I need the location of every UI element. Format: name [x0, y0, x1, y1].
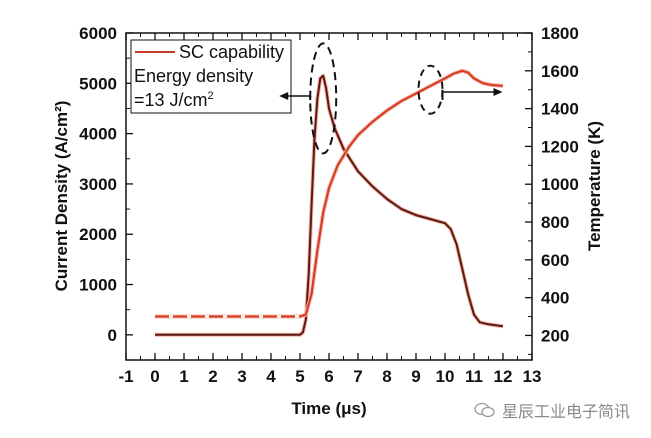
x-tick-label: -1 — [118, 367, 133, 386]
y2-tick-label: 400 — [541, 289, 569, 308]
x-tick-label: 0 — [150, 367, 159, 386]
x-axis-title: Time (μs) — [291, 399, 366, 418]
y-tick-label: 6000 — [79, 24, 117, 43]
x-tick-label: 1 — [179, 367, 188, 386]
watermark-text: 星辰工业电子简讯 — [502, 402, 631, 421]
y2-tick-label: 600 — [541, 251, 569, 270]
y-axis-right: 200 400 600 800 1000 1200 1400 1600 1800 — [525, 24, 579, 355]
y-tick-label: 0 — [108, 326, 117, 345]
y-tick-label: 4000 — [79, 125, 117, 144]
annotations — [279, 42, 503, 155]
y2-tick-label: 1800 — [541, 24, 579, 43]
legend-label: SC capability — [179, 42, 284, 62]
series-glow — [155, 73, 504, 337]
x-tick-label: 3 — [237, 367, 246, 386]
x-tick-label: 9 — [411, 367, 420, 386]
y-tick-label: 1000 — [79, 276, 117, 295]
y-axis-right-title: Temperature (K) — [585, 121, 604, 251]
x-tick-label: 7 — [353, 367, 362, 386]
y2-tick-label: 1600 — [541, 62, 579, 81]
y2-tick-label: 800 — [541, 213, 569, 232]
x-tick-label: 4 — [266, 367, 276, 386]
x-tick-label: 10 — [436, 367, 455, 386]
y2-tick-label: 200 — [541, 326, 569, 345]
x-tick-label: 6 — [324, 367, 333, 386]
x-tick-label: 2 — [208, 367, 217, 386]
legend: SC capability Energy density =13 J/cm2 — [130, 39, 292, 114]
y2-tick-label: 1400 — [541, 100, 579, 119]
peak-ellipse — [309, 42, 338, 155]
legend-annotation-line1: Energy density — [134, 66, 253, 86]
x-tick-label: 8 — [382, 367, 391, 386]
x-tick-label: 12 — [494, 367, 513, 386]
wechat-icon — [474, 402, 496, 418]
watermark: 星辰工业电子简讯 — [474, 398, 630, 422]
y-axis-left: 0 1000 2000 3000 4000 5000 6000 — [79, 24, 133, 361]
y-tick-label: 2000 — [79, 225, 117, 244]
arrow-left-icon — [279, 92, 289, 100]
x-tick-label: 5 — [295, 367, 304, 386]
y2-tick-label: 1000 — [541, 175, 579, 194]
x-axis: -1 0 1 2 3 4 5 6 7 8 9 10 11 12 13 — [118, 33, 541, 386]
temperature-ellipse — [417, 64, 444, 115]
x-tick-label: 11 — [465, 367, 483, 386]
y2-tick-label: 1200 — [541, 137, 579, 156]
y-tick-label: 5000 — [79, 74, 117, 93]
x-tick-label: 13 — [523, 367, 542, 386]
arrow-right-icon — [493, 88, 503, 96]
y-axis-title: Current Density (A/cm²) — [52, 101, 71, 292]
legend-annotation-line2: =13 J/cm2 — [134, 90, 214, 110]
y-tick-label: 3000 — [79, 175, 117, 194]
